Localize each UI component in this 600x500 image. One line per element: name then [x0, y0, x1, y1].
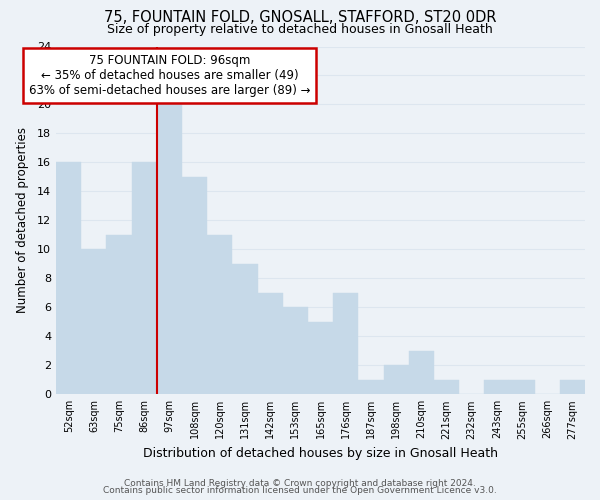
Bar: [409, 351, 434, 395]
Bar: [509, 380, 535, 394]
Bar: [434, 380, 459, 394]
Bar: [257, 293, 283, 394]
Bar: [131, 162, 157, 394]
Bar: [232, 264, 257, 394]
X-axis label: Distribution of detached houses by size in Gnosall Heath: Distribution of detached houses by size …: [143, 447, 498, 460]
Bar: [383, 366, 409, 394]
Text: Contains HM Land Registry data © Crown copyright and database right 2024.: Contains HM Land Registry data © Crown c…: [124, 478, 476, 488]
Text: 75, FOUNTAIN FOLD, GNOSALL, STAFFORD, ST20 0DR: 75, FOUNTAIN FOLD, GNOSALL, STAFFORD, ST…: [104, 10, 496, 25]
Bar: [81, 250, 106, 394]
Bar: [308, 322, 333, 394]
Bar: [560, 380, 585, 394]
Bar: [358, 380, 383, 394]
Y-axis label: Number of detached properties: Number of detached properties: [16, 128, 29, 314]
Text: 75 FOUNTAIN FOLD: 96sqm
← 35% of detached houses are smaller (49)
63% of semi-de: 75 FOUNTAIN FOLD: 96sqm ← 35% of detache…: [29, 54, 310, 97]
Bar: [106, 235, 131, 394]
Text: Size of property relative to detached houses in Gnosall Heath: Size of property relative to detached ho…: [107, 22, 493, 36]
Bar: [484, 380, 509, 394]
Bar: [56, 162, 81, 394]
Bar: [333, 293, 358, 394]
Bar: [207, 235, 232, 394]
Text: Contains public sector information licensed under the Open Government Licence v3: Contains public sector information licen…: [103, 486, 497, 495]
Bar: [182, 177, 207, 394]
Bar: [157, 104, 182, 395]
Bar: [283, 308, 308, 394]
